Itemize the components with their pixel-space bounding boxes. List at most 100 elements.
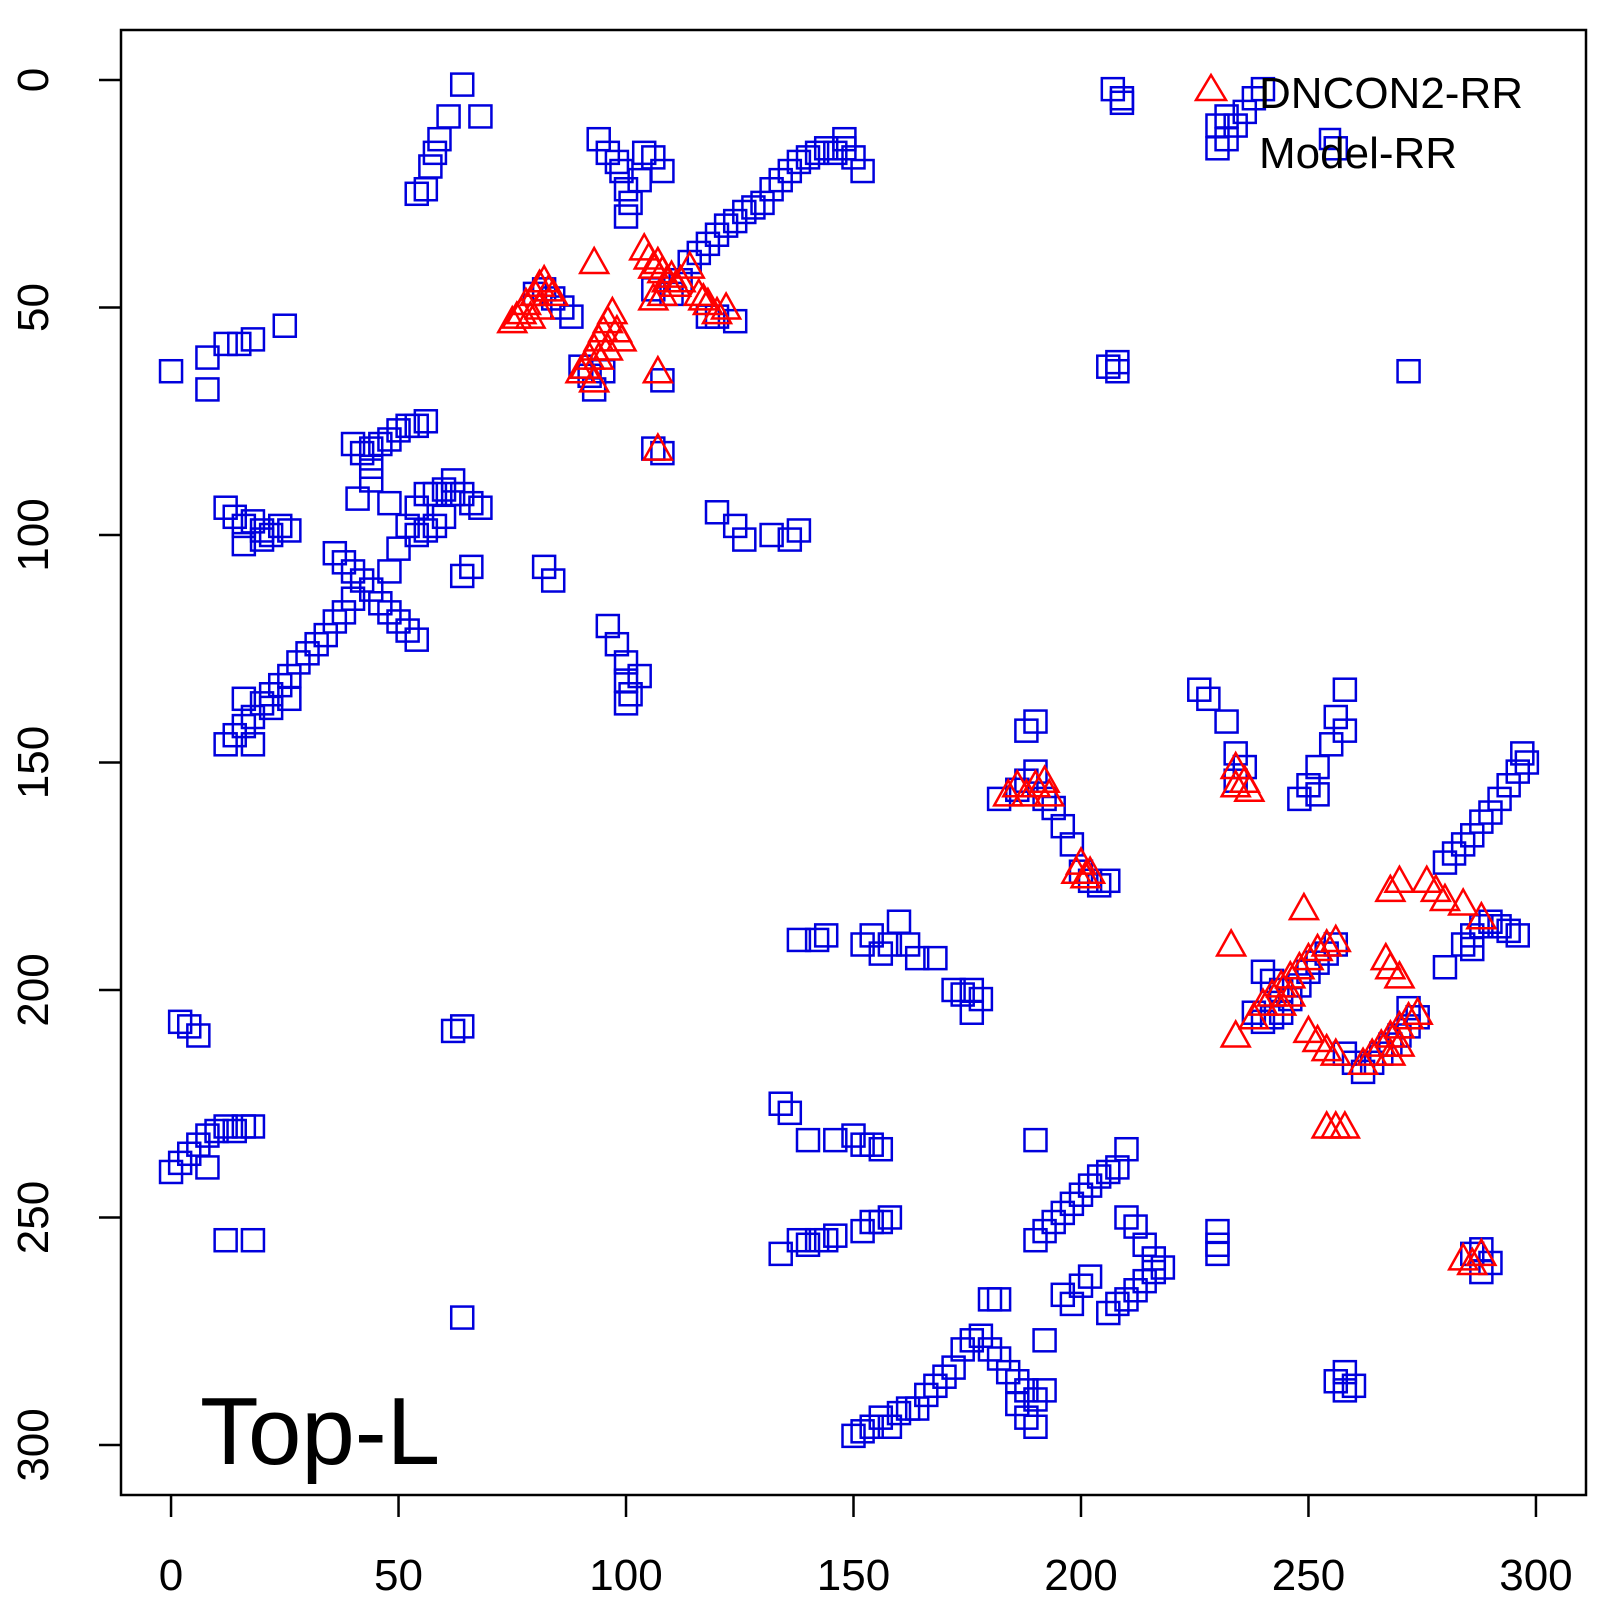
model-rr-point (176, 1141, 202, 1167)
model-rr-point (1005, 1391, 1030, 1417)
model-rr-point (186, 1023, 211, 1048)
model-rr-point (1114, 1205, 1139, 1230)
model-rr-point (613, 204, 639, 229)
model-rr-point (932, 1364, 957, 1389)
model-rr-point (167, 1009, 193, 1035)
model-rr-point (1469, 1259, 1494, 1285)
model-rr-point (240, 732, 266, 757)
dncon2-rr-point (578, 363, 611, 393)
legend-label-dncon2: DNCON2-RR (1259, 69, 1523, 118)
model-rr-point (804, 927, 830, 953)
model-rr-point (1077, 1173, 1103, 1198)
model-rr-point (195, 1155, 220, 1180)
model-rr-point (1514, 750, 1540, 775)
model-rr-point (1077, 1264, 1103, 1289)
dncon2-rr-point (1073, 855, 1107, 884)
model-rr-point (850, 1218, 875, 1244)
model-rr-point (841, 145, 866, 170)
model-rr-point (195, 1123, 220, 1148)
dncon2-rr-point (1246, 987, 1280, 1016)
model-rr-point (850, 1419, 875, 1444)
dncon2-rr-point (1219, 768, 1252, 798)
model-rr-point (1487, 914, 1512, 939)
model-rr-point (313, 622, 338, 648)
model-rr-point (686, 240, 712, 266)
model-rr-point (1510, 741, 1535, 766)
dncon2-rr-point (641, 432, 674, 461)
model-rr-point (1059, 1291, 1085, 1317)
model-rr-point (195, 377, 220, 402)
model-rr-point (1114, 1136, 1139, 1162)
model-rr-point (413, 518, 439, 543)
model-rr-point (1432, 954, 1458, 980)
model-rr-point (459, 490, 484, 516)
dncon2-rr-point (532, 272, 565, 302)
model-rr-point (331, 600, 357, 625)
model-rr-point (613, 176, 639, 202)
model-rr-point (1023, 1227, 1048, 1253)
dncon2-rr-point (1319, 923, 1352, 953)
model-rr-point (249, 527, 275, 552)
model-rr-point (841, 1123, 866, 1148)
model-rr-point (959, 1000, 985, 1025)
dncon2-rr-point (641, 354, 674, 384)
model-rr-point (258, 695, 284, 721)
dncon2-rr-point (992, 777, 1025, 807)
model-rr-point (868, 941, 894, 966)
model-rr-point (1318, 732, 1344, 757)
model-rr-point (977, 1337, 1003, 1362)
model-rr-point (213, 495, 238, 520)
model-rr-point (559, 304, 584, 329)
model-rr-point (768, 1241, 793, 1267)
x-tick-label: 50 (374, 1551, 423, 1600)
model-rr-point (377, 600, 402, 625)
model-rr-point (795, 1127, 821, 1153)
model-rr-point (449, 563, 475, 589)
model-rr-point (358, 436, 384, 461)
legend: DNCON2-RR Model-RR (1193, 69, 1523, 178)
model-rr-point (1250, 959, 1276, 985)
model-rr-point (1014, 1378, 1039, 1403)
model-rr-point (349, 440, 375, 466)
model-rr-point (1086, 1164, 1112, 1189)
model-rr-point (231, 713, 257, 739)
model-rr-point (1259, 968, 1285, 994)
dncon2-rr-point (646, 277, 679, 307)
model-rr-point (468, 104, 493, 129)
model-rr-point (1205, 113, 1230, 138)
model-rr-point (449, 1305, 475, 1330)
dncon2-rr-point (1447, 1241, 1480, 1271)
dncon2-rr-point (1265, 987, 1298, 1016)
dncon2-rr-point (496, 304, 529, 334)
dncon2-rr-point (1274, 977, 1307, 1007)
model-rr-point (968, 986, 994, 1012)
model-rr-point (404, 627, 429, 652)
x-tick-label: 150 (817, 1551, 890, 1600)
model-rr-point (195, 345, 220, 370)
model-rr-point (449, 72, 475, 97)
model-rr-point (868, 1136, 894, 1162)
model-rr-point (886, 1400, 912, 1426)
dncon2-rr-point (1019, 768, 1052, 798)
model-rr-point (422, 513, 448, 539)
model-rr-point (1432, 850, 1458, 875)
model-rr-point (1196, 686, 1221, 712)
model-rr-point (968, 1323, 994, 1349)
model-rr-point (1023, 709, 1048, 734)
model-rr-point (850, 932, 875, 957)
dncon2-rr-point (1028, 764, 1061, 793)
model-rr-point (823, 1223, 848, 1248)
model-rr-point (823, 1127, 848, 1153)
model-rr-point (618, 682, 643, 707)
model-rr-point (377, 427, 402, 452)
model-rr-point (750, 190, 775, 216)
y-tick-label: 300 (9, 1408, 58, 1481)
model-rr-point (1105, 1291, 1130, 1317)
model-rr-point (941, 977, 966, 1003)
model-rr-point (322, 540, 348, 566)
model-rr-point (904, 1396, 930, 1421)
model-rr-point (1123, 1214, 1148, 1239)
y-tick-label: 250 (9, 1181, 58, 1254)
model-rr-point (813, 136, 839, 161)
